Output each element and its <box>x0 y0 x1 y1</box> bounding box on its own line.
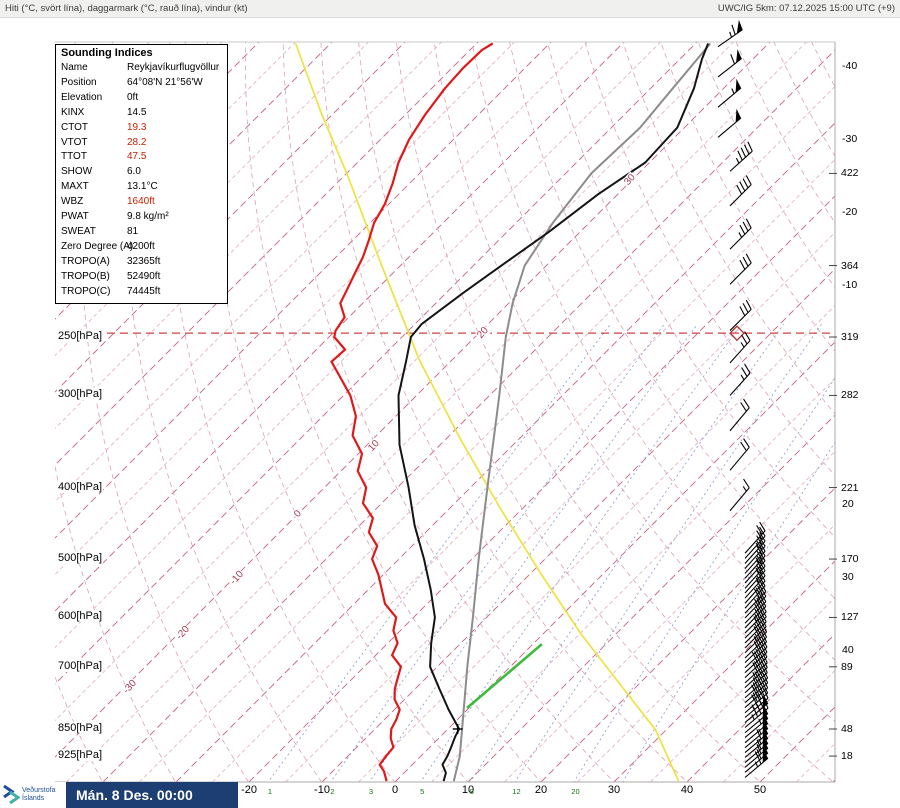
indices-row: KINX 14.5 <box>61 106 223 121</box>
index-value: 64°08'N 21°56'W <box>127 76 203 88</box>
footer-datetime-bar: Mán. 8 Des. 00:00 <box>66 782 238 808</box>
indices-row: TROPO(C) 74445ft <box>61 285 223 300</box>
surface-cross-marker <box>452 723 463 734</box>
indices-row: TROPO(A) 32365ft <box>61 255 223 270</box>
index-value: 74445ft <box>127 285 161 297</box>
indices-row: SHOW 6.0 <box>61 165 223 180</box>
indices-row: MAXT 13.1°C <box>61 180 223 195</box>
index-value: 47.5 <box>127 151 147 163</box>
temperature-curve <box>397 43 710 782</box>
mixing-ratio-grid <box>267 323 835 782</box>
index-value: 52490ft <box>127 270 161 282</box>
green-segment-curve <box>466 643 543 709</box>
vedurstofa-logo-icon <box>3 784 20 805</box>
plot-frame <box>55 41 837 783</box>
profile-curves <box>294 42 712 782</box>
index-label: VTOT <box>61 136 88 148</box>
index-label: TROPO(B) <box>61 270 110 282</box>
indices-row: VTOT 28.2 <box>61 136 223 151</box>
tropopause-diamond-icon <box>729 325 745 342</box>
index-label: TROPO(A) <box>61 255 110 267</box>
vedurstofa-logo: Veðurstofa Íslands <box>0 782 66 808</box>
index-value: 81 <box>127 225 139 237</box>
indices-row: CTOT 19.3 <box>61 121 223 136</box>
index-label: Zero Degree (A) <box>61 240 134 252</box>
index-value: 19.3 <box>127 121 147 133</box>
index-value: 0ft <box>127 91 139 103</box>
index-value: 1640ft <box>127 196 155 208</box>
index-value: 13.1°C <box>127 181 158 193</box>
index-value: Reykjavíkurflugvöllur <box>127 62 220 73</box>
index-label: CTOT <box>61 121 89 133</box>
footer-datetime: Mán. 8 Des. 00:00 <box>76 787 193 803</box>
wind-barbs <box>717 19 769 778</box>
logo-text: Veðurstofa Íslands <box>22 787 55 803</box>
indices-title: Sounding Indices <box>61 47 153 59</box>
index-value: 32365ft <box>127 255 161 267</box>
index-label: PWAT <box>61 211 89 223</box>
reference-yellow-curve <box>294 43 680 782</box>
dry-adiabat-grid <box>55 42 835 782</box>
index-label: WBZ <box>61 196 84 208</box>
indices-rows: Name Reykjavíkurflugvöllur Position 64°08'N… <box>61 61 223 300</box>
index-value: 4200ft <box>127 240 155 252</box>
index-label: Name <box>61 62 88 73</box>
index-label: SHOW <box>61 166 93 178</box>
index-label: TTOT <box>61 151 87 163</box>
indices-row: Elevation 0ft <box>61 91 223 106</box>
header-left-label: Hiti (°C, svört lína), daggarmark (°C, r… <box>5 3 248 14</box>
indices-row: TROPO(B) 52490ft <box>61 270 223 285</box>
indices-row: Position 64°08'N 21°56'W <box>61 76 223 91</box>
indices-row: Zero Degree (A) 4200ft <box>61 240 223 255</box>
indices-row: PWAT 9.8 kg/m² <box>61 210 223 225</box>
indices-row: TTOT 47.5 <box>61 150 223 165</box>
index-label: Elevation <box>61 91 103 103</box>
isotherm-grid <box>55 42 835 782</box>
index-label: MAXT <box>61 181 89 193</box>
header-bar: Hiti (°C, svört lína), daggarmark (°C, r… <box>0 0 900 18</box>
index-value: 6.0 <box>127 166 141 178</box>
logo-line-2: Íslands <box>22 795 45 802</box>
indices-row: SWEAT 81 <box>61 225 223 240</box>
index-label: KINX <box>61 106 85 118</box>
reference-gray-curve <box>452 42 712 782</box>
logo-line-1: Veðurstofa <box>22 787 56 794</box>
index-label: Position <box>61 76 97 88</box>
index-value: 14.5 <box>127 106 147 118</box>
indices-row: WBZ 1640ft <box>61 195 223 210</box>
header-right-label: UWC/IG 5km: 07.12.2025 15:00 UTC (+9) <box>717 3 895 14</box>
index-value: 9.8 kg/m² <box>127 211 169 223</box>
index-label: TROPO(C) <box>61 285 111 297</box>
tropopause-marker <box>107 325 835 342</box>
dewpoint-curve <box>330 42 494 782</box>
index-label: SWEAT <box>61 225 96 237</box>
indices-row: Name Reykjavíkurflugvöllur <box>61 61 223 76</box>
index-value: 28.2 <box>127 136 147 148</box>
sounding-indices-panel: Sounding Indices Name Reykjavíkurflugvöll… <box>55 44 228 304</box>
